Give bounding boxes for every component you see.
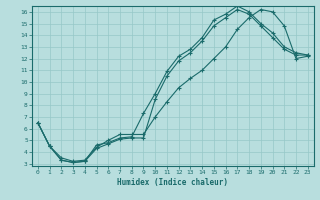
X-axis label: Humidex (Indice chaleur): Humidex (Indice chaleur): [117, 178, 228, 187]
